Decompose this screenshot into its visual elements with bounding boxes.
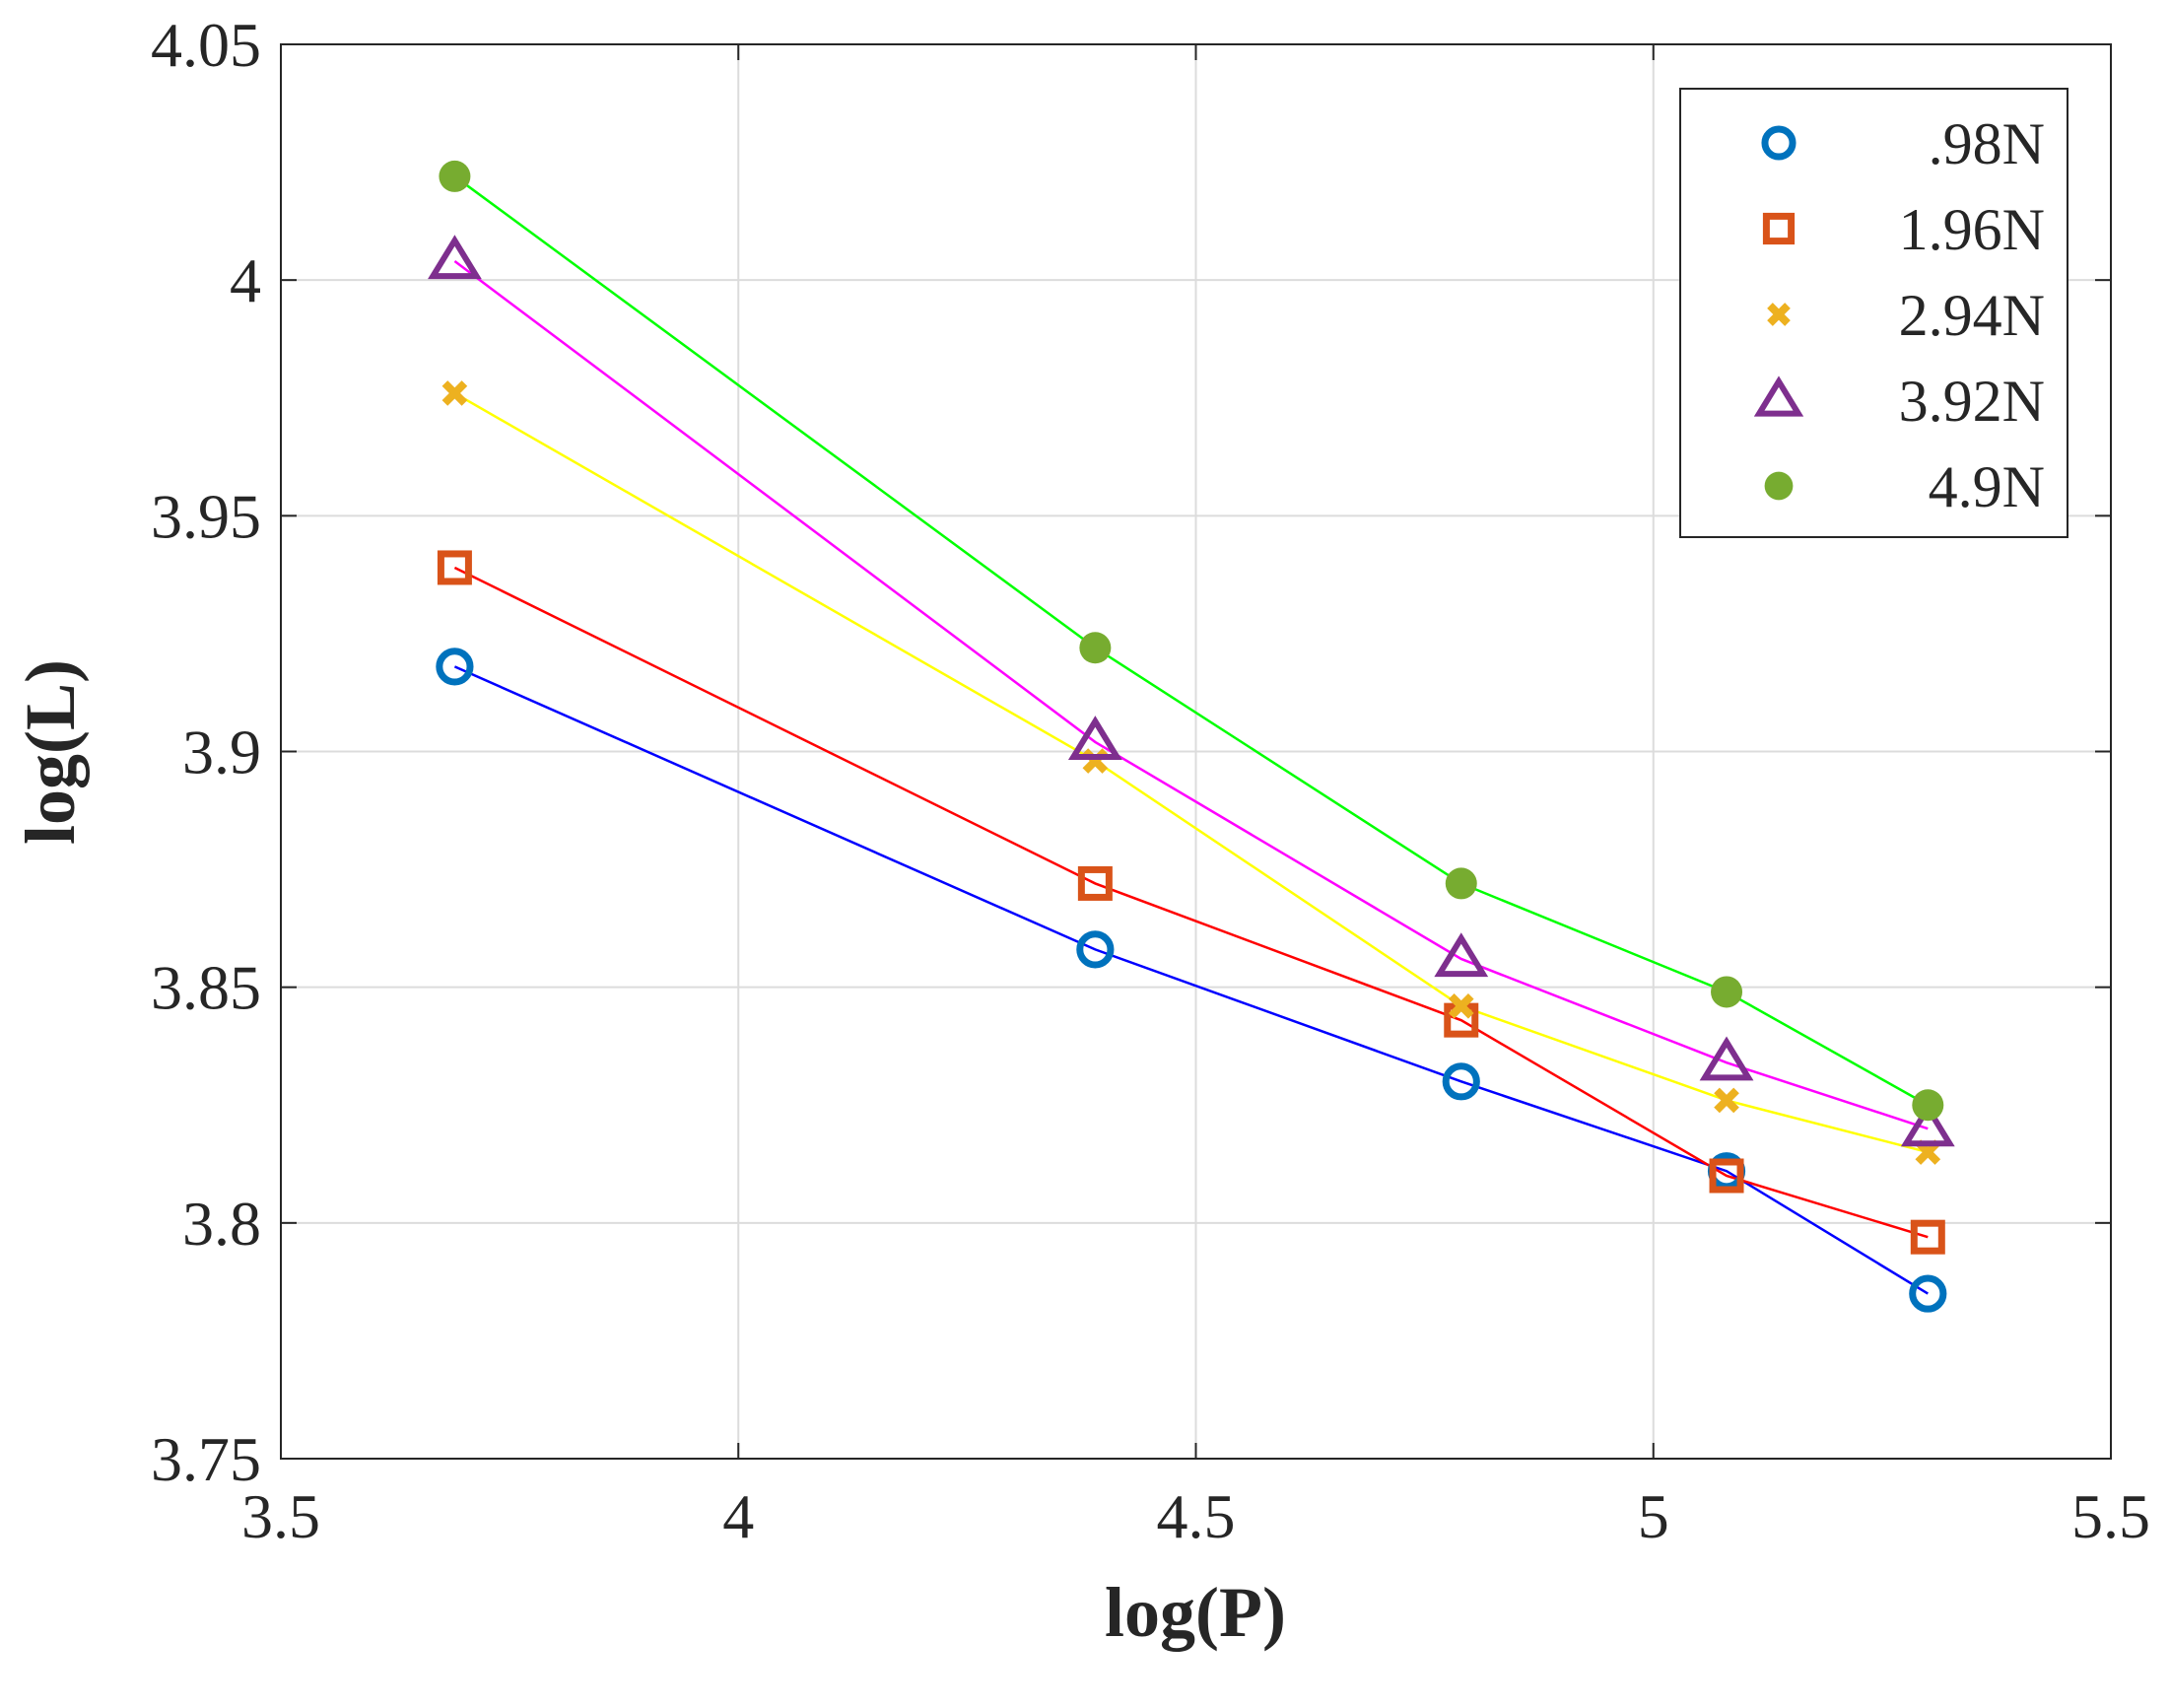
data-point-98n <box>1909 1274 1947 1313</box>
data-point-98n <box>436 648 474 686</box>
legend-label-4-9n: 4.9N <box>1929 454 2045 519</box>
series-line-98n <box>453 665 1929 1295</box>
axis-ticks: 3.5 4 4.5 5 5.5 3.75 3.8 3.85 3.9 3.95 4 4.05 <box>151 10 2150 1551</box>
series-line-1-96n <box>453 566 1929 1239</box>
legend-label-98n: .98N <box>1929 111 2045 176</box>
y-tick-label: 3.85 <box>151 953 261 1023</box>
data-point-3-92n <box>1900 1102 1955 1147</box>
legend-marker-3-92n <box>1753 376 1804 417</box>
data-point-1-96n <box>1077 865 1113 901</box>
data-point-1-96n <box>1910 1219 1945 1255</box>
legend-marker-98n <box>1761 125 1797 161</box>
data-point-3-92n <box>1067 716 1122 761</box>
data-point-2-94n <box>1448 992 1474 1019</box>
data-point-3-92n <box>1434 932 1489 978</box>
data-point-1-96n <box>1709 1158 1744 1194</box>
data-point-2-94n <box>1714 1087 1739 1114</box>
y-tick-label: 3.75 <box>151 1424 261 1494</box>
data-point-4-9n <box>1912 1089 1944 1122</box>
data-point-2-94n <box>441 380 468 406</box>
x-tick-label: 5 <box>1638 1481 1669 1551</box>
legend-label-2-94n: 2.94N <box>1899 283 2045 348</box>
legend-marker-2-94n <box>1767 303 1791 326</box>
x-tick-label: 4 <box>722 1481 754 1551</box>
data-point-3-92n <box>1699 1036 1754 1081</box>
x-tick-label: 4.5 <box>1157 1481 1236 1551</box>
data-point-4-9n <box>439 160 471 192</box>
data-point-4-9n <box>1079 632 1112 664</box>
x-tick-label: 5.5 <box>2071 1481 2150 1551</box>
legend-marker-1-96n <box>1762 212 1796 245</box>
y-axis-title: log(L) <box>11 659 90 845</box>
data-point-1-96n <box>437 550 472 585</box>
data-point-3-92n <box>428 235 482 280</box>
data-point-98n <box>1076 930 1115 969</box>
data-point-4-9n <box>1711 976 1743 1008</box>
legend: .98N 1.96N 2.94N 3.92N 4.9N <box>1679 88 2068 538</box>
legend-box <box>1679 88 2068 538</box>
legend-marker-4-9n <box>1764 471 1794 501</box>
x-axis-title: log(P) <box>1105 1573 1286 1652</box>
legend-label-1-96n: 1.96N <box>1899 197 2045 262</box>
y-tick-label: 4.05 <box>151 10 261 80</box>
series-markers <box>428 160 1955 1313</box>
grid <box>281 44 2111 1459</box>
y-tick-label: 3.95 <box>151 481 261 551</box>
series-line-3-92n <box>453 260 1929 1130</box>
data-point-98n <box>1442 1062 1480 1101</box>
y-tick-label: 3.9 <box>182 717 261 787</box>
legend-label-3-92n: 3.92N <box>1899 369 2045 434</box>
x-tick-label: 3.5 <box>241 1481 320 1551</box>
y-tick-label: 3.8 <box>182 1189 261 1259</box>
data-point-4-9n <box>1445 867 1477 900</box>
y-tick-label: 4 <box>230 245 261 315</box>
